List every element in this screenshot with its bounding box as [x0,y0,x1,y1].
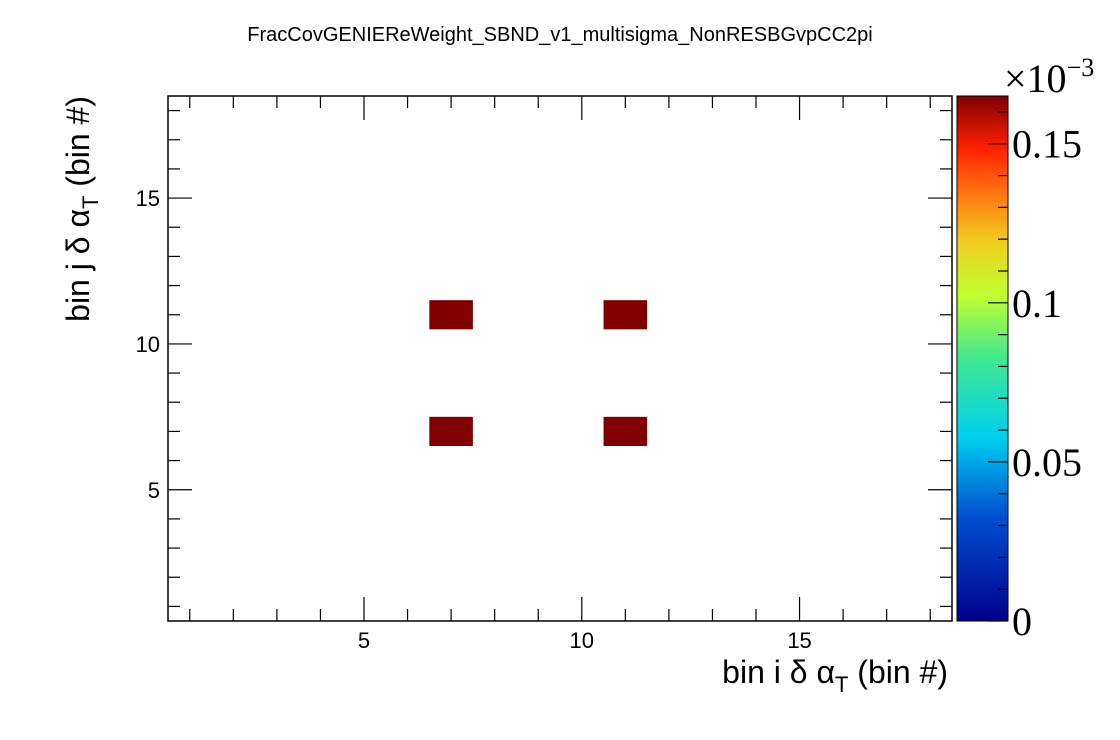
x-tick-label: 15 [787,628,811,653]
y-tick-label: 10 [136,332,160,357]
heatmap-cell [429,300,473,330]
x-axis-title-suffix: (bin #) [848,654,948,690]
x-axis-title: bin i δ αT (bin #) [722,654,948,697]
y-tick-label: 15 [136,186,160,211]
y-axis-title: bin j δ αT (bin #) [60,96,103,322]
x-axis-title-prefix: bin i δ α [722,654,835,690]
chart-title: FracCovGENIEReWeight_SBND_v1_multisigma_… [247,24,873,46]
color-scale-multiplier-base: ×10 [1004,56,1067,101]
heatmap-cell [429,416,473,446]
axis-ticks: 5 10 15 5 10 15 [136,96,952,653]
y-tick-label: 5 [148,478,160,503]
y-axis-title-suffix: (bin #) [60,96,96,196]
color-scale-bar [956,95,1009,622]
color-scale-multiplier-exponent: −3 [1067,53,1095,82]
heatmap-cell [603,416,648,446]
y-axis-title-prefix: bin j δ α [60,209,96,322]
color-scale-multiplier: ×10−3 [1004,53,1094,101]
heatmap-cell [603,300,648,330]
color-scale-tick-label: 0.05 [1012,440,1082,485]
x-axis-title-subscript: T [835,672,848,697]
color-scale-ticks: 0 0.05 0.1 0.15 [988,111,1082,644]
heatmap-cells [429,300,648,446]
color-scale-tick-label: 0.15 [1012,122,1082,167]
color-scale-tick-label: 0.1 [1012,281,1062,326]
y-axis-title-subscript: T [78,196,103,209]
x-tick-label: 5 [358,628,370,653]
x-tick-label: 10 [570,628,594,653]
plot-frame [167,95,953,622]
color-scale-tick-label: 0 [1012,599,1032,644]
